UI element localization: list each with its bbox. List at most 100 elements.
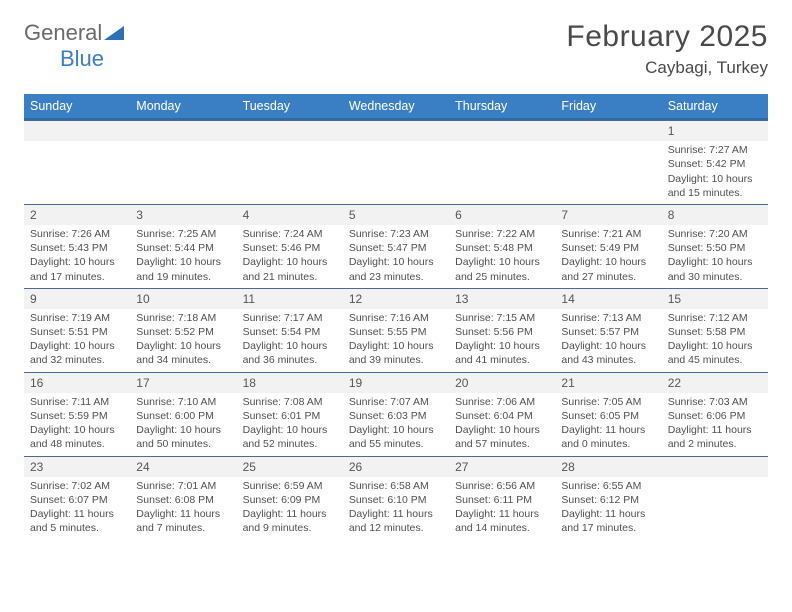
day-cell: 17Sunrise: 7:10 AMSunset: 6:00 PMDayligh… xyxy=(130,372,236,456)
sunrise-line: Sunrise: 7:06 AM xyxy=(455,395,549,409)
day-number: 22 xyxy=(662,372,768,393)
day-details: Sunrise: 7:20 AMSunset: 5:50 PMDaylight:… xyxy=(662,225,768,288)
empty-cell xyxy=(449,119,555,204)
sunrise-line: Sunrise: 6:58 AM xyxy=(349,479,443,493)
sunrise-line: Sunrise: 7:18 AM xyxy=(136,311,230,325)
day-number: 27 xyxy=(449,456,555,477)
day-cell: 19Sunrise: 7:07 AMSunset: 6:03 PMDayligh… xyxy=(343,372,449,456)
day-details: Sunrise: 7:21 AMSunset: 5:49 PMDaylight:… xyxy=(555,225,661,288)
day-number: 13 xyxy=(449,288,555,309)
daylight-line: Daylight: 10 hours and 30 minutes. xyxy=(668,255,762,283)
sunrise-line: Sunrise: 7:16 AM xyxy=(349,311,443,325)
sunrise-line: Sunrise: 7:20 AM xyxy=(668,227,762,241)
daylight-line: Daylight: 10 hours and 25 minutes. xyxy=(455,255,549,283)
empty-daynum xyxy=(24,120,130,141)
daylight-line: Daylight: 10 hours and 57 minutes. xyxy=(455,423,549,451)
day-cell: 1Sunrise: 7:27 AMSunset: 5:42 PMDaylight… xyxy=(662,119,768,204)
day-cell: 15Sunrise: 7:12 AMSunset: 5:58 PMDayligh… xyxy=(662,288,768,372)
day-cell: 11Sunrise: 7:17 AMSunset: 5:54 PMDayligh… xyxy=(237,288,343,372)
day-details: Sunrise: 6:56 AMSunset: 6:11 PMDaylight:… xyxy=(449,477,555,540)
day-details: Sunrise: 7:02 AMSunset: 6:07 PMDaylight:… xyxy=(24,477,130,540)
sunset-line: Sunset: 6:03 PM xyxy=(349,409,443,423)
day-cell: 2Sunrise: 7:26 AMSunset: 5:43 PMDaylight… xyxy=(24,204,130,288)
sunrise-line: Sunrise: 7:07 AM xyxy=(349,395,443,409)
day-number: 28 xyxy=(555,456,661,477)
sunset-line: Sunset: 5:55 PM xyxy=(349,325,443,339)
title-block: February 2025 Caybagi, Turkey xyxy=(566,20,768,78)
empty-daynum xyxy=(449,120,555,141)
sunrise-line: Sunrise: 7:17 AM xyxy=(243,311,337,325)
calendar-row: 23Sunrise: 7:02 AMSunset: 6:07 PMDayligh… xyxy=(24,456,768,540)
day-number: 4 xyxy=(237,204,343,225)
weekday-header: Saturday xyxy=(662,94,768,119)
day-details: Sunrise: 7:22 AMSunset: 5:48 PMDaylight:… xyxy=(449,225,555,288)
sunset-line: Sunset: 6:11 PM xyxy=(455,493,549,507)
day-cell: 5Sunrise: 7:23 AMSunset: 5:47 PMDaylight… xyxy=(343,204,449,288)
calendar-row: 9Sunrise: 7:19 AMSunset: 5:51 PMDaylight… xyxy=(24,288,768,372)
weekday-header-row: SundayMondayTuesdayWednesdayThursdayFrid… xyxy=(24,94,768,119)
day-details: Sunrise: 7:10 AMSunset: 6:00 PMDaylight:… xyxy=(130,393,236,456)
day-details: Sunrise: 7:11 AMSunset: 5:59 PMDaylight:… xyxy=(24,393,130,456)
daylight-line: Daylight: 10 hours and 23 minutes. xyxy=(349,255,443,283)
day-cell: 22Sunrise: 7:03 AMSunset: 6:06 PMDayligh… xyxy=(662,372,768,456)
daylight-line: Daylight: 11 hours and 9 minutes. xyxy=(243,507,337,535)
day-details: Sunrise: 7:08 AMSunset: 6:01 PMDaylight:… xyxy=(237,393,343,456)
day-number: 25 xyxy=(237,456,343,477)
day-cell: 4Sunrise: 7:24 AMSunset: 5:46 PMDaylight… xyxy=(237,204,343,288)
day-cell: 20Sunrise: 7:06 AMSunset: 6:04 PMDayligh… xyxy=(449,372,555,456)
sunrise-line: Sunrise: 7:13 AM xyxy=(561,311,655,325)
day-cell: 3Sunrise: 7:25 AMSunset: 5:44 PMDaylight… xyxy=(130,204,236,288)
sunset-line: Sunset: 6:01 PM xyxy=(243,409,337,423)
day-number: 18 xyxy=(237,372,343,393)
weekday-header: Friday xyxy=(555,94,661,119)
day-cell: 28Sunrise: 6:55 AMSunset: 6:12 PMDayligh… xyxy=(555,456,661,540)
brand-logo: General Blue xyxy=(24,20,124,72)
day-details: Sunrise: 7:03 AMSunset: 6:06 PMDaylight:… xyxy=(662,393,768,456)
day-number: 16 xyxy=(24,372,130,393)
day-cell: 14Sunrise: 7:13 AMSunset: 5:57 PMDayligh… xyxy=(555,288,661,372)
sunrise-line: Sunrise: 6:59 AM xyxy=(243,479,337,493)
day-details: Sunrise: 7:12 AMSunset: 5:58 PMDaylight:… xyxy=(662,309,768,372)
weekday-header: Wednesday xyxy=(343,94,449,119)
daylight-line: Daylight: 10 hours and 19 minutes. xyxy=(136,255,230,283)
sunrise-line: Sunrise: 7:22 AM xyxy=(455,227,549,241)
calendar-row: 16Sunrise: 7:11 AMSunset: 5:59 PMDayligh… xyxy=(24,372,768,456)
sunrise-line: Sunrise: 7:15 AM xyxy=(455,311,549,325)
day-number: 8 xyxy=(662,204,768,225)
sunrise-line: Sunrise: 7:21 AM xyxy=(561,227,655,241)
day-number: 3 xyxy=(130,204,236,225)
sunrise-line: Sunrise: 6:55 AM xyxy=(561,479,655,493)
day-details: Sunrise: 7:16 AMSunset: 5:55 PMDaylight:… xyxy=(343,309,449,372)
calendar-body: 1Sunrise: 7:27 AMSunset: 5:42 PMDaylight… xyxy=(24,119,768,539)
sunrise-line: Sunrise: 7:02 AM xyxy=(30,479,124,493)
empty-daynum xyxy=(130,120,236,141)
day-cell: 7Sunrise: 7:21 AMSunset: 5:49 PMDaylight… xyxy=(555,204,661,288)
sunrise-line: Sunrise: 7:26 AM xyxy=(30,227,124,241)
daylight-line: Daylight: 10 hours and 36 minutes. xyxy=(243,339,337,367)
day-cell: 6Sunrise: 7:22 AMSunset: 5:48 PMDaylight… xyxy=(449,204,555,288)
day-cell: 25Sunrise: 6:59 AMSunset: 6:09 PMDayligh… xyxy=(237,456,343,540)
location-label: Caybagi, Turkey xyxy=(566,58,768,78)
day-details: Sunrise: 6:55 AMSunset: 6:12 PMDaylight:… xyxy=(555,477,661,540)
day-details: Sunrise: 6:59 AMSunset: 6:09 PMDaylight:… xyxy=(237,477,343,540)
calendar-table: SundayMondayTuesdayWednesdayThursdayFrid… xyxy=(24,94,768,539)
sunset-line: Sunset: 6:05 PM xyxy=(561,409,655,423)
sunset-line: Sunset: 5:59 PM xyxy=(30,409,124,423)
daylight-line: Daylight: 10 hours and 55 minutes. xyxy=(349,423,443,451)
sunrise-line: Sunrise: 7:10 AM xyxy=(136,395,230,409)
day-cell: 24Sunrise: 7:01 AMSunset: 6:08 PMDayligh… xyxy=(130,456,236,540)
day-number: 20 xyxy=(449,372,555,393)
sunset-line: Sunset: 5:47 PM xyxy=(349,241,443,255)
sunset-line: Sunset: 5:51 PM xyxy=(30,325,124,339)
empty-daynum xyxy=(662,456,768,477)
sunrise-line: Sunrise: 7:11 AM xyxy=(30,395,124,409)
day-number: 12 xyxy=(343,288,449,309)
sunrise-line: Sunrise: 7:23 AM xyxy=(349,227,443,241)
sunset-line: Sunset: 5:48 PM xyxy=(455,241,549,255)
day-cell: 16Sunrise: 7:11 AMSunset: 5:59 PMDayligh… xyxy=(24,372,130,456)
day-cell: 21Sunrise: 7:05 AMSunset: 6:05 PMDayligh… xyxy=(555,372,661,456)
empty-cell xyxy=(130,119,236,204)
day-details: Sunrise: 7:06 AMSunset: 6:04 PMDaylight:… xyxy=(449,393,555,456)
daylight-line: Daylight: 10 hours and 27 minutes. xyxy=(561,255,655,283)
empty-cell xyxy=(343,119,449,204)
